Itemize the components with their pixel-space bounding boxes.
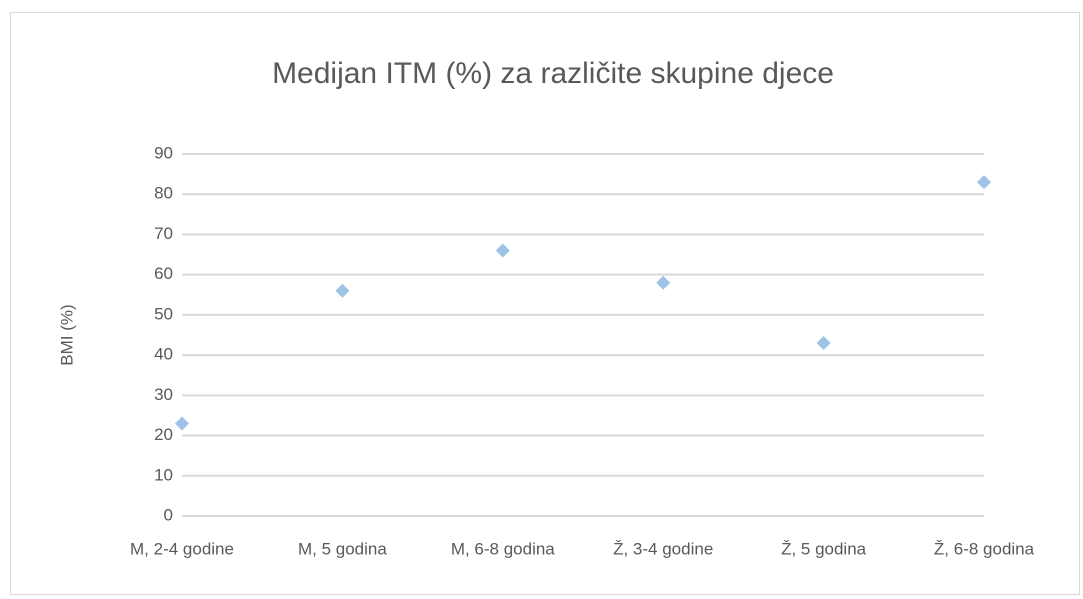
y-tick-label: 20 [154, 425, 173, 444]
x-tick-label: Ž, 6-8 godina [934, 539, 1035, 558]
y-tick-label: 10 [154, 465, 173, 484]
y-tick-label: 70 [154, 224, 173, 243]
y-tick-label: 90 [154, 143, 173, 162]
marker [175, 416, 189, 431]
x-tick-label: M, 2-4 godine [130, 539, 234, 558]
marker [977, 175, 991, 190]
chart-title: Medijan ITM (%) za različite skupine dje… [272, 57, 834, 90]
y-tick-label: 40 [154, 345, 173, 364]
y-tick-label: 80 [154, 184, 173, 203]
y-tick-label: 50 [154, 304, 173, 323]
marker [495, 243, 510, 258]
y-axis-label: BMI (%) [57, 304, 76, 365]
marker [816, 336, 831, 351]
marker [335, 283, 350, 298]
y-tick-label: 0 [164, 505, 173, 524]
x-tick-label: M, 5 godina [298, 539, 387, 558]
x-tick-label: Ž, 5 godina [781, 539, 867, 558]
x-tick-label: M, 6-8 godina [451, 539, 555, 558]
chart-border [10, 12, 1080, 595]
x-tick-label: Ž, 3-4 godine [613, 539, 713, 558]
marker [656, 275, 671, 290]
y-tick-label: 60 [154, 264, 173, 283]
y-tick-label: 30 [154, 385, 173, 404]
